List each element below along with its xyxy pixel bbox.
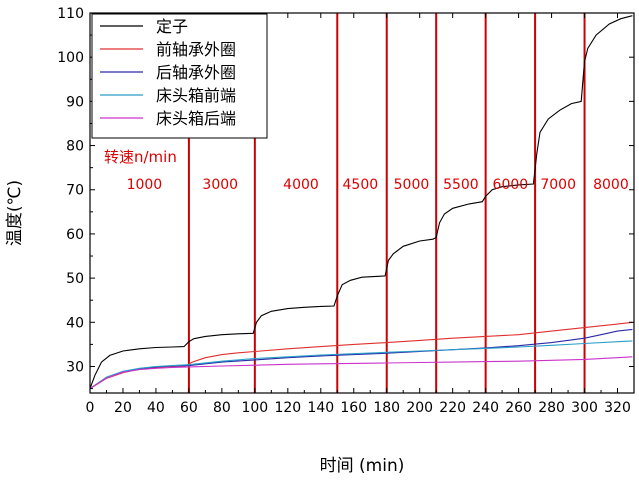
legend-label: 床头箱前端 xyxy=(156,86,236,105)
x-axis-label: 时间 (min) xyxy=(320,456,405,476)
y-tick-label: 30 xyxy=(66,359,84,375)
speed-title: 转速n/min xyxy=(104,148,177,166)
series-line xyxy=(89,356,633,390)
x-tick-label: 160 xyxy=(340,400,367,416)
x-tick-label: 40 xyxy=(147,400,165,416)
legend-label: 前轴承外圈 xyxy=(156,40,236,59)
x-tick-label: 320 xyxy=(604,400,631,416)
x-tick-label: 240 xyxy=(472,400,499,416)
x-tick-label: 280 xyxy=(538,400,565,416)
x-tick-label: 260 xyxy=(505,400,532,416)
speed-label: 8000 xyxy=(593,177,629,193)
y-tick-label: 80 xyxy=(66,139,84,155)
x-tick-label: 180 xyxy=(373,400,400,416)
x-tick-label: 0 xyxy=(86,400,95,416)
y-tick-label: 70 xyxy=(66,183,84,199)
x-tick-label: 140 xyxy=(307,400,334,416)
y-tick-label: 50 xyxy=(66,271,84,287)
x-tick-label: 120 xyxy=(274,400,301,416)
x-tick-label: 20 xyxy=(114,400,132,416)
y-tick-label: 40 xyxy=(66,315,84,331)
legend-label: 定子 xyxy=(156,17,188,36)
speed-label: 5000 xyxy=(394,177,430,193)
x-tick-label: 60 xyxy=(180,400,198,416)
y-tick-label: 60 xyxy=(66,227,84,243)
series-lines xyxy=(89,15,633,390)
series-line xyxy=(89,321,633,390)
legend-box xyxy=(91,13,268,139)
plot-frame xyxy=(89,12,635,394)
legend-label: 床头箱后端 xyxy=(156,109,236,128)
legend-label: 后轴承外圈 xyxy=(156,63,236,82)
speed-label: 7000 xyxy=(540,177,576,193)
speed-label: 4500 xyxy=(343,177,379,193)
speed-label: 5500 xyxy=(443,177,479,193)
series-line xyxy=(89,15,633,389)
speed-labels: 转速n/min 1000 3000 4000 4500 5000 5500 6000 7000 8… xyxy=(104,148,629,193)
y-tick-label: 90 xyxy=(66,94,84,110)
x-tick-label: 200 xyxy=(406,400,433,416)
y-axis-label: 温度(℃) xyxy=(5,180,25,246)
speed-label: 1000 xyxy=(127,177,163,193)
x-tick-label: 220 xyxy=(439,400,466,416)
x-tick-label: 300 xyxy=(571,400,598,416)
series-line xyxy=(89,328,633,390)
x-tick-label: 80 xyxy=(213,400,231,416)
series-line xyxy=(89,340,633,390)
axes: 0 20 40 60 80 100 120 140 160 180 200 220 240 260 280 3… xyxy=(57,6,635,416)
y-tick-label: 100 xyxy=(57,50,84,66)
speed-label: 6000 xyxy=(493,177,529,193)
speed-label: 3000 xyxy=(202,177,238,193)
speed-label: 4000 xyxy=(283,177,319,193)
y-tick-label: 110 xyxy=(57,6,84,22)
x-tick-label: 100 xyxy=(241,400,268,416)
